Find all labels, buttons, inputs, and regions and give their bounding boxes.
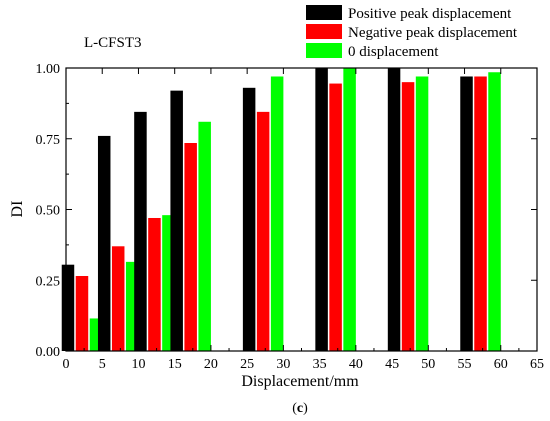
- bar-3-at-40: [343, 68, 356, 351]
- x-tick-label: 20: [204, 357, 218, 372]
- bar-1-at-30: [242, 87, 256, 351]
- caption-letter: c: [297, 401, 303, 416]
- legend-swatch-3: [306, 43, 342, 58]
- bar-3-at-60: [488, 72, 501, 351]
- legend-label-2: Negative peak displacement: [348, 25, 518, 41]
- x-tick-label: 30: [276, 357, 290, 372]
- bar-3-at-30: [270, 76, 284, 352]
- x-tick-label: 25: [240, 357, 254, 372]
- bar-1-at-10: [97, 135, 111, 351]
- bar-3-at-20: [198, 121, 211, 352]
- bar-1-at-15: [134, 111, 147, 352]
- figure-caption: (c): [292, 401, 308, 416]
- legend: Positive peak displacement Negative peak …: [306, 5, 518, 60]
- bar-2-at-30: [256, 111, 270, 352]
- legend-swatch-1: [306, 5, 342, 20]
- x-axis-label: Displacement/mm: [241, 373, 359, 390]
- bar-2-at-20: [184, 143, 197, 351]
- x-tick-label: 60: [494, 357, 508, 372]
- x-tick-label: 35: [313, 357, 327, 372]
- bar-2-at-50: [401, 82, 415, 352]
- chart-annotation: L-CFST3: [84, 35, 142, 51]
- bar-2-at-40: [329, 83, 342, 351]
- bar-1-at-40: [315, 68, 328, 351]
- x-tick-label: 65: [530, 357, 544, 372]
- bar-2-at-15: [148, 217, 161, 351]
- bar-2-at-5: [75, 276, 89, 351]
- y-tick-label: 0.25: [36, 274, 61, 289]
- x-tick-label: 45: [385, 357, 399, 372]
- caption-close-paren: ): [303, 401, 308, 416]
- y-tick-label: 0.50: [36, 204, 61, 219]
- x-axis: 0 5 10 15 20 25 30 35 40 45 50 55 60 65: [63, 68, 544, 372]
- bar-2-at-60: [474, 76, 487, 352]
- bar-3-at-50: [415, 76, 429, 352]
- bar-1-at-50: [387, 68, 401, 351]
- bar-1-at-60: [460, 76, 473, 352]
- legend-label-1: Positive peak displacement: [348, 6, 512, 22]
- y-axis: 0.00 0.25 0.50 0.75 1.00: [36, 62, 537, 360]
- caption-open-paren: (: [292, 401, 297, 416]
- x-tick-label: 50: [421, 357, 435, 372]
- y-tick-label: 1.00: [36, 62, 61, 77]
- x-tick-label: 5: [99, 357, 106, 372]
- bar-1-at-5: [61, 264, 75, 351]
- bar-group: [61, 68, 501, 352]
- legend-label-3: 0 displacement: [348, 44, 439, 60]
- x-tick-label: 40: [349, 357, 363, 372]
- bar-2-at-10: [111, 246, 125, 351]
- x-tick-label: 0: [63, 357, 70, 372]
- x-tick-label: 15: [168, 357, 182, 372]
- y-tick-label: 0.00: [36, 345, 61, 360]
- x-tick-label: 55: [458, 357, 472, 372]
- legend-swatch-2: [306, 24, 342, 39]
- x-tick-label: 10: [131, 357, 145, 372]
- bar-1-at-20: [170, 90, 183, 351]
- y-axis-label: DI: [9, 201, 26, 218]
- y-tick-label: 0.75: [36, 133, 61, 148]
